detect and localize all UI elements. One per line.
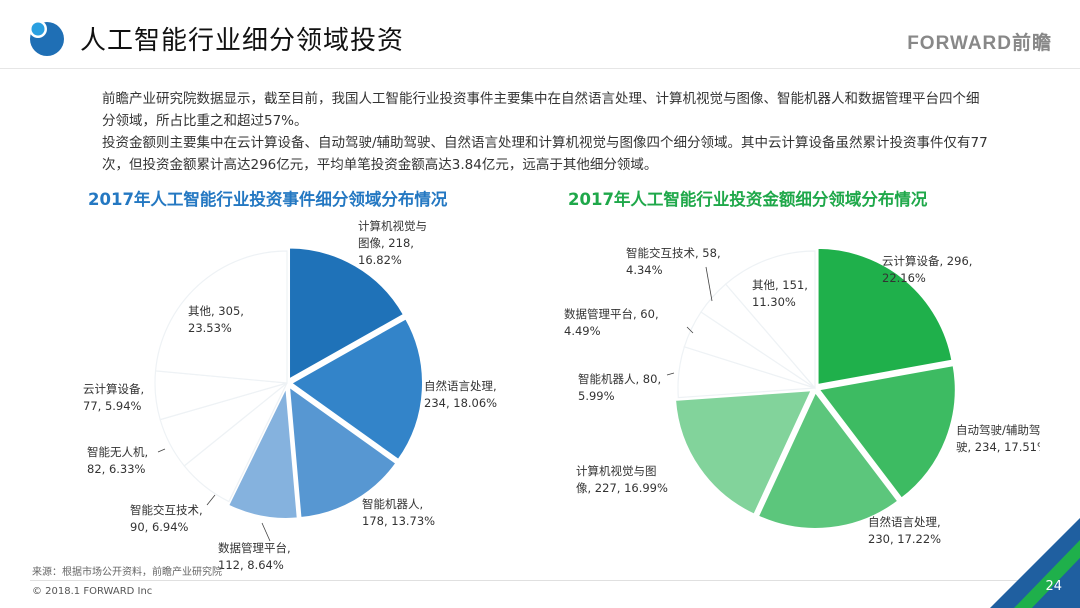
- pie-slice: [287, 384, 398, 520]
- slice-label: 云计算设备, 296, 22.16%: [882, 254, 972, 285]
- pie-slice: [724, 250, 816, 390]
- left-pie-chart: 计算机视觉与图像, 218, 16.82% 自然语言处理, 234, 18.06% 智能…: [83, 219, 497, 572]
- intro-paragraph-2: 投资金额则主要集中在云计算设备、自动驾驶/辅助驾驶、自然语言处理和计算机视觉与图…: [102, 135, 988, 173]
- header-divider: [0, 68, 1080, 69]
- leader-line: [686, 326, 694, 334]
- leader-line: [705, 266, 713, 302]
- pie-slice: [154, 250, 288, 384]
- leader-line: [157, 448, 166, 453]
- intro-text: 前瞻产业研究院数据显示，截至目前，我国人工智能行业投资事件主要集中在自然语言处理…: [102, 88, 992, 176]
- pie-slice: [816, 246, 954, 387]
- pie-slice: [756, 390, 900, 530]
- page-title: 人工智能行业细分领域投资: [80, 26, 405, 56]
- right-pie-chart: 云计算设备, 296, 22.16% 自动驾驶/辅助驾驶, 234, 17.51% 自…: [564, 246, 1040, 546]
- brand-logo: FORWARD前瞻: [907, 33, 1052, 54]
- slice-label: 智能无人机, 82, 6.33%: [87, 445, 148, 476]
- leader-line: [666, 372, 675, 376]
- slice-label: 智能机器人, 178, 13.73%: [362, 497, 435, 528]
- slice-label: 智能交互技术, 90, 6.94%: [130, 503, 203, 534]
- slice-label: 其他, 151, 11.30%: [752, 278, 808, 309]
- pie-slice: [673, 389, 814, 516]
- slice-label: 云计算设备, 77, 5.94%: [83, 382, 144, 413]
- page-number: 24: [1045, 579, 1062, 594]
- intro-paragraph-1: 前瞻产业研究院数据显示，截至目前，我国人工智能行业投资事件主要集中在自然语言处理…: [102, 91, 980, 129]
- slice-label: 计算机视觉与图像, 218, 16.82%: [358, 219, 427, 267]
- slice-label: 其他, 305, 23.53%: [188, 304, 244, 335]
- slice-label: 数据管理平台, 60, 4.49%: [564, 307, 659, 338]
- right-chart-title: 2017年人工智能行业投资金额细分领域分布情况: [568, 190, 928, 209]
- logo-circle-icon: [29, 20, 64, 56]
- slice-label: 自动驾驶/辅助驾驶, 234, 17.51%: [956, 423, 1040, 454]
- slice-label: 计算机视觉与图像, 227, 16.99%: [576, 464, 668, 495]
- slice-label: 数据管理平台, 112, 8.64%: [218, 541, 291, 572]
- slice-label: 智能机器人, 80, 5.99%: [578, 372, 661, 403]
- leader-line: [206, 494, 216, 506]
- slice-label: 智能交互技术, 58, 4.34%: [626, 246, 721, 277]
- source-note: 来源：根据市场公开资料，前瞻产业研究院: [32, 567, 222, 578]
- footer-divider: [30, 580, 1020, 581]
- copyright: © 2018.1 FORWARD Inc: [32, 586, 153, 597]
- slice-label: 自然语言处理, 234, 18.06%: [424, 379, 497, 410]
- pie-slice: [816, 363, 957, 500]
- left-chart-title: 2017年人工智能行业投资事件细分领域分布情况: [88, 190, 448, 209]
- slice-label: 自然语言处理, 230, 17.22%: [868, 515, 941, 546]
- pie-slice: [289, 316, 424, 462]
- corner-decoration: [990, 518, 1080, 608]
- pie-slice: [288, 246, 406, 382]
- pie-slice: [226, 383, 299, 520]
- leader-line: [261, 522, 271, 542]
